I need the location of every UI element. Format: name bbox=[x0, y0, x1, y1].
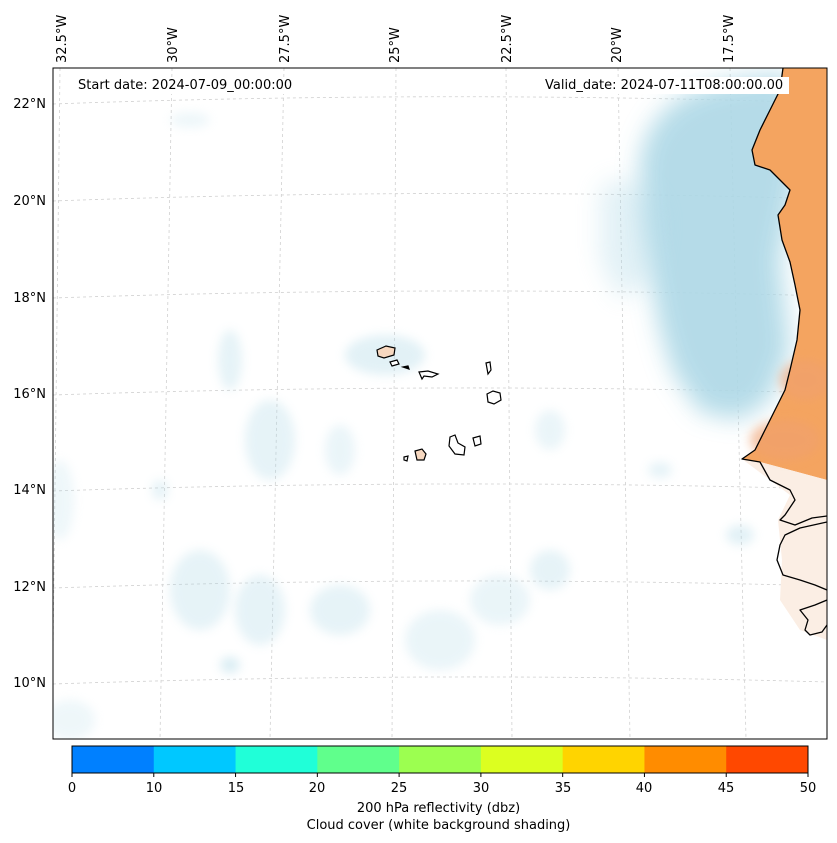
lat-label-10n: 10°N bbox=[13, 676, 46, 691]
colorbar-segment-0 bbox=[72, 746, 155, 773]
lat-label-12n: 12°N bbox=[13, 580, 46, 595]
island-santiago bbox=[448, 434, 466, 456]
valid-date-label: Valid_date: 2024-07-11T08:00:00.00 bbox=[539, 77, 790, 94]
colorbar-segment-8 bbox=[726, 746, 809, 773]
colorbar-tick-40: 40 bbox=[635, 781, 653, 796]
lon-label-32-5w: 32.5°W bbox=[55, 14, 70, 63]
colorbar-tick-15: 15 bbox=[227, 781, 245, 796]
colorbar-segment-2 bbox=[235, 746, 318, 773]
africa-light-region bbox=[742, 459, 827, 640]
cape-verde-islands bbox=[376, 345, 502, 462]
lon-label-22-5w: 22.5°W bbox=[500, 14, 515, 63]
island-santa-luzia bbox=[400, 365, 410, 370]
colorbar bbox=[71, 745, 809, 777]
colorbar-segment-6 bbox=[562, 746, 645, 773]
colorbar-segment-4 bbox=[399, 746, 482, 773]
lat-label-20n: 20°N bbox=[13, 194, 46, 209]
island-sao-vicente bbox=[389, 359, 400, 367]
lon-label-25w: 25°W bbox=[388, 27, 403, 63]
colorbar-tick-50: 50 bbox=[799, 781, 817, 796]
plot-frame bbox=[52, 67, 828, 740]
lat-label-16n: 16°N bbox=[13, 387, 46, 402]
lon-label-20w: 20°W bbox=[610, 27, 625, 63]
colorbar-tick-45: 45 bbox=[717, 781, 735, 796]
colorbar-label-reflectivity: 200 hPa reflectivity (dbz) bbox=[356, 801, 521, 816]
colorbar-segment-7 bbox=[644, 746, 727, 773]
island-maio bbox=[472, 435, 482, 447]
lat-label-22n: 22°N bbox=[13, 97, 46, 112]
colorbar-label-cloud-cover: Cloud cover (white background shading) bbox=[306, 818, 571, 833]
cloud-cover-shading bbox=[53, 74, 800, 739]
lon-label-30w: 30°W bbox=[166, 27, 181, 63]
island-brava bbox=[403, 455, 409, 462]
lat-label-18n: 18°N bbox=[13, 291, 46, 306]
island-fogo bbox=[414, 448, 427, 461]
colorbar-segment-1 bbox=[153, 746, 237, 773]
lon-label-17-5w: 17.5°W bbox=[722, 14, 737, 63]
colorbar-segment-3 bbox=[317, 746, 400, 773]
island-sao-nicolau bbox=[418, 370, 440, 381]
lon-label-27-5w: 27.5°W bbox=[278, 14, 293, 63]
colorbar-tick-20: 20 bbox=[308, 781, 326, 796]
island-sal bbox=[485, 361, 492, 376]
colorbar-tick-10: 10 bbox=[145, 781, 163, 796]
colorbar-tick-0: 0 bbox=[67, 781, 77, 796]
start-date-label: Start date: 2024-07-09_00:00:00 bbox=[72, 77, 299, 94]
colorbar-tick-25: 25 bbox=[390, 781, 408, 796]
island-boa-vista bbox=[486, 390, 502, 405]
colorbar-tick-35: 35 bbox=[554, 781, 572, 796]
lat-label-14n: 14°N bbox=[13, 483, 46, 498]
colorbar-tick-30: 30 bbox=[472, 781, 490, 796]
colorbar-segment-5 bbox=[480, 746, 564, 773]
africa-landmass bbox=[741, 68, 827, 640]
island-santo-antao bbox=[376, 345, 396, 359]
coastline bbox=[741, 68, 827, 636]
colorbar-frame bbox=[71, 745, 809, 774]
